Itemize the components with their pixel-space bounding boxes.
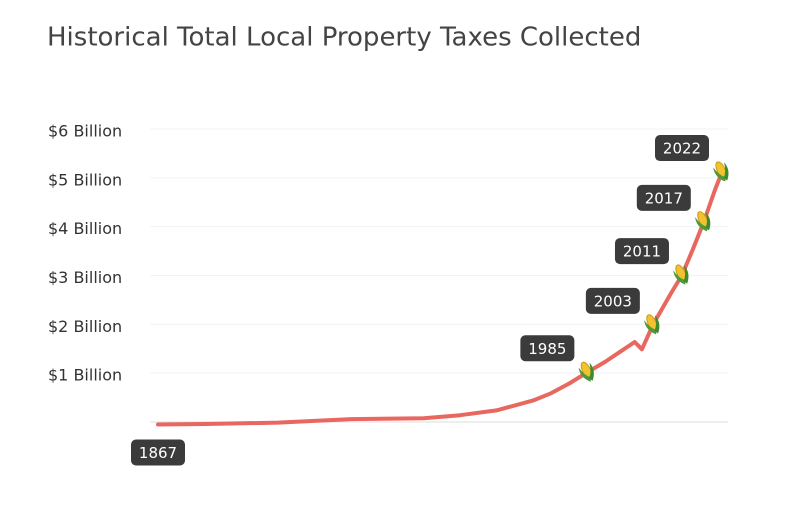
y-tick-label: $6 Billion	[48, 122, 122, 141]
y-tick-label: $1 Billion	[48, 366, 122, 385]
corn-leaf	[723, 162, 729, 181]
y-tick-label: $5 Billion	[48, 170, 122, 189]
corn-leaf	[578, 367, 591, 382]
annotation-box	[585, 287, 640, 314]
annotation-label: 1985	[528, 340, 566, 358]
corn-leaf	[694, 217, 708, 232]
corn-marker	[713, 161, 729, 182]
corn-marker	[578, 361, 594, 382]
annotation-box	[520, 335, 575, 362]
corn-leaf	[713, 167, 726, 182]
annotation-label: 2003	[594, 292, 632, 310]
annotation-box	[636, 184, 691, 211]
corn-leaf	[683, 265, 689, 284]
corn-marker	[673, 264, 689, 285]
data-line	[156, 170, 724, 427]
y-tick-label: $3 Billion	[48, 268, 122, 287]
annotation-label: 2022	[663, 140, 701, 158]
corn-marker	[694, 211, 711, 232]
annotation-label: 2017	[645, 189, 683, 207]
y-tick-label: $2 Billion	[48, 317, 122, 336]
annotation-box	[655, 135, 709, 162]
annotation-box	[614, 238, 669, 265]
corn-marker	[644, 314, 660, 335]
corn-leaf	[644, 320, 657, 335]
y-tick-label: $4 Billion	[48, 219, 122, 238]
corn-leaf	[673, 270, 686, 285]
corn-leaf	[654, 315, 660, 334]
corn-leaf	[705, 212, 711, 231]
corn-leaf	[588, 362, 594, 381]
annotation-label: 1867	[139, 444, 177, 462]
annotation-box	[131, 439, 185, 466]
chart-title: Historical Total Local Property Taxes Co…	[47, 23, 641, 53]
annotation-label: 2011	[623, 243, 661, 261]
